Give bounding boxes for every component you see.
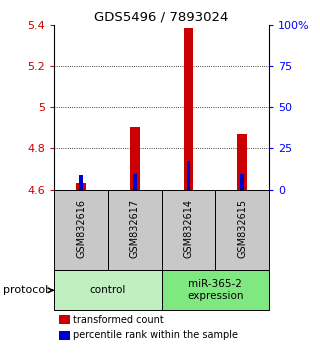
Text: protocol: protocol xyxy=(3,285,48,295)
Bar xyxy=(59,315,70,324)
Text: GSM832616: GSM832616 xyxy=(76,199,86,258)
Bar xyxy=(240,173,244,190)
Bar xyxy=(76,183,86,190)
Text: miR-365-2
expression: miR-365-2 expression xyxy=(187,279,244,301)
Bar xyxy=(237,134,247,190)
Bar xyxy=(79,175,83,190)
Bar xyxy=(130,127,140,190)
Bar xyxy=(215,190,269,270)
Bar xyxy=(108,190,162,270)
Bar xyxy=(59,331,70,340)
Title: GDS5496 / 7893024: GDS5496 / 7893024 xyxy=(94,11,229,24)
Bar xyxy=(162,270,269,310)
Text: control: control xyxy=(90,285,126,295)
Text: GSM832614: GSM832614 xyxy=(183,199,193,258)
Bar xyxy=(133,173,137,190)
Bar xyxy=(184,28,193,190)
Text: percentile rank within the sample: percentile rank within the sample xyxy=(73,331,238,341)
Text: GSM832615: GSM832615 xyxy=(237,199,247,258)
Text: GSM832617: GSM832617 xyxy=(130,199,140,258)
Bar xyxy=(54,190,108,270)
Bar xyxy=(162,190,215,270)
Bar xyxy=(54,270,162,310)
Text: transformed count: transformed count xyxy=(73,315,164,325)
Bar xyxy=(187,161,190,190)
